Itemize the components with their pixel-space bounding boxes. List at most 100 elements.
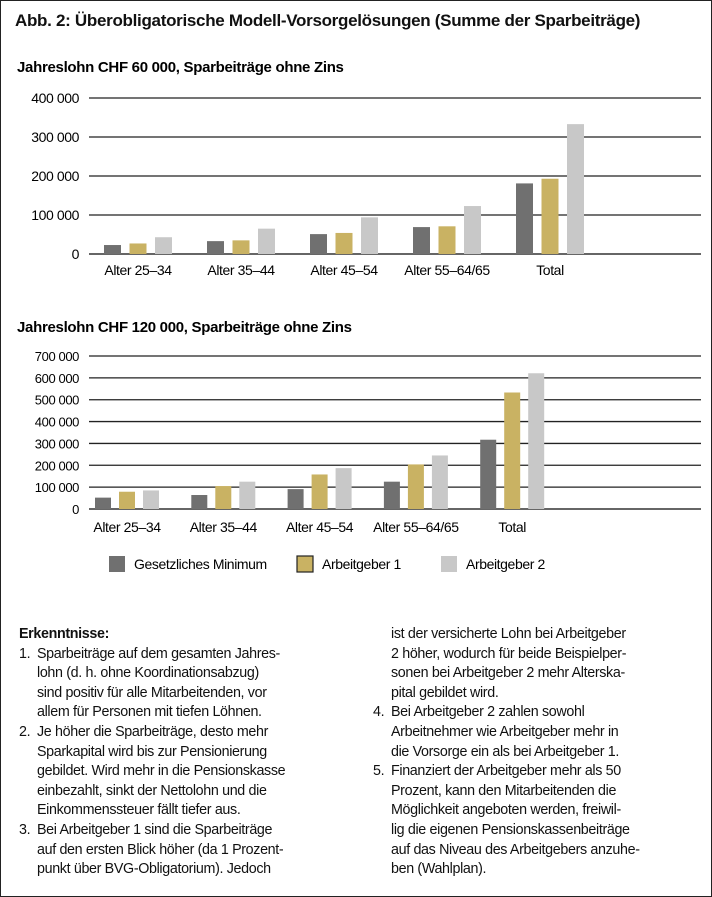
category-label: Total — [498, 519, 526, 535]
insight-item: 1. Sparbeiträge auf dem gesamten Jahres-l… — [19, 645, 369, 723]
bar-arbeitgeber-2 — [464, 206, 481, 254]
insight-line: auf das Niveau des Arbeitgebers anzuhe- — [391, 841, 640, 858]
insights-column-2: ist der versicherte Lohn bei Arbeitgeber… — [373, 625, 703, 880]
category-label: Alter 35–44 — [190, 519, 258, 535]
insight-item: 4. Bei Arbeitgeber 2 zahlen sowohl Arbeitn… — [373, 703, 703, 762]
bar-gesetzliches-minimum — [480, 439, 497, 509]
bar-arbeitgeber-2 — [361, 217, 378, 254]
bar-gesetzliches-minimum — [383, 481, 400, 509]
insight-item: 3. Bei Arbeitgeber 1 sind die Sparbeiträg… — [19, 821, 369, 880]
y-tick-label: 700 000 — [35, 349, 79, 364]
bar-arbeitgeber-1 — [335, 232, 353, 254]
legend-swatch — [109, 556, 125, 572]
insight-line: Je höher die Sparbeiträge, desto mehr — [37, 723, 269, 740]
insight-line: Prozent, kann den Mitarbeitenden die — [391, 782, 617, 799]
insight-number — [373, 625, 391, 703]
bar-arbeitgeber-2 — [155, 237, 172, 254]
legend-swatch — [296, 555, 314, 573]
category-label: Alter 25–34 — [93, 519, 161, 535]
chart-title: Jahreslohn CHF 120 000, Sparbeiträge ohn… — [17, 319, 352, 336]
insight-item: 5. Finanziert der Arbeitgeber mehr als 50… — [373, 762, 703, 880]
insight-number: 1. — [19, 645, 31, 662]
insight-line: sonen bei Arbeitgeber 2 mehr Alterska- — [391, 665, 625, 682]
legend-label: Arbeitgeber 2 — [466, 556, 545, 572]
bar-arbeitgeber-1 — [119, 491, 135, 509]
y-tick-label: 300 000 — [31, 129, 79, 145]
bar-arbeitgeber-1 — [311, 474, 328, 509]
figure-title: Abb. 2: Überobligatorische Modell-Vorsor… — [15, 11, 641, 30]
insight-line: die Vorsorge ein als bei Arbeitgeber 1. — [391, 743, 619, 760]
y-tick-label: 200 000 — [35, 458, 79, 473]
y-tick-label: 100 000 — [35, 480, 79, 495]
bar-arbeitgeber-1 — [438, 226, 456, 254]
category-label: Alter 25–34 — [104, 262, 172, 278]
insight-line: einbezahlt, sinkt der Nettolohn und die — [37, 782, 267, 799]
insight-line: ist der versicherte Lohn bei Arbeitgeber — [391, 626, 626, 642]
bar-arbeitgeber-1 — [215, 486, 232, 509]
insight-line: Sparkapital wird bis zur Pensionierung — [37, 743, 267, 760]
insight-number: 4. — [373, 704, 385, 721]
y-tick-label: 300 000 — [35, 436, 79, 451]
insight-line: ben (Wahlplan). — [391, 861, 487, 878]
insight-item: ist der versicherte Lohn bei Arbeitgeber… — [373, 625, 703, 703]
insight-line: gebildet. Wird mehr in die Pensionskasse — [37, 763, 286, 780]
bar-arbeitgeber-1 — [129, 243, 147, 254]
insight-number: 5. — [373, 763, 385, 780]
bar-gesetzliches-minimum — [207, 241, 224, 254]
y-tick-label: 200 000 — [31, 168, 79, 184]
y-tick-label: 400 000 — [31, 90, 79, 106]
insight-number: 3. — [19, 821, 31, 838]
category-label: Alter 55–64/65 — [373, 519, 459, 535]
bar-arbeitgeber-2 — [431, 455, 448, 509]
bar-arbeitgeber-1 — [504, 392, 521, 509]
bar-arbeitgeber-2 — [143, 490, 159, 509]
insight-item: 2. Je höher die Sparbeiträge, desto mehr S… — [19, 723, 369, 821]
category-label: Alter 55–64/65 — [404, 262, 490, 278]
bar-arbeitgeber-2 — [258, 228, 275, 254]
charts: Jahreslohn CHF 60 000, Sparbeiträge ohne… — [17, 59, 701, 573]
bar-arbeitgeber-2 — [567, 124, 584, 254]
y-tick-label: 100 000 — [31, 207, 79, 223]
insight-line: 2 höher, wodurch für beide Beispielper- — [391, 645, 627, 662]
bar-gesetzliches-minimum — [413, 227, 430, 254]
bar-gesetzliches-minimum — [95, 497, 111, 509]
category-label: Alter 35–44 — [207, 262, 275, 278]
insight-line: Arbeitnehmer wie Arbeitgeber mehr in — [391, 723, 619, 740]
bar-arbeitgeber-1 — [541, 178, 559, 254]
bar-gesetzliches-minimum — [191, 495, 208, 509]
legend-label: Arbeitgeber 1 — [322, 556, 401, 572]
insight-line: lohn (d. h. ohne Koordinationsabzug) — [37, 665, 259, 682]
insight-line: sind positiv für alle Mitarbeitenden, vo… — [37, 684, 267, 701]
legend-label: Gesetzliches Minimum — [134, 556, 267, 572]
insight-line: Möglichkeit angeboten werden, freiwil- — [391, 802, 621, 819]
insight-line: Einkommenssteuer fällt tiefer aus. — [37, 802, 241, 819]
insight-line: Sparbeiträge auf dem gesamten Jahres- — [37, 645, 280, 662]
y-tick-label: 0 — [72, 502, 79, 517]
bar-arbeitgeber-2 — [528, 373, 545, 509]
bar-arbeitgeber-2 — [335, 468, 352, 509]
insight-line: Finanziert der Arbeitgeber mehr als 50 — [391, 763, 621, 780]
bar-gesetzliches-minimum — [516, 183, 533, 254]
category-label: Total — [536, 262, 564, 278]
bar-gesetzliches-minimum — [287, 489, 304, 509]
y-tick-label: 600 000 — [35, 371, 79, 386]
insight-line: allem für Personen mit tiefen Löhnen. — [37, 704, 262, 721]
category-label: Alter 45–54 — [310, 262, 378, 278]
y-tick-label: 0 — [72, 246, 80, 262]
chart-2: Jahreslohn CHF 120 000, Sparbeiträge ohn… — [17, 319, 701, 573]
bar-gesetzliches-minimum — [104, 245, 121, 254]
chart-title: Jahreslohn CHF 60 000, Sparbeiträge ohne… — [17, 59, 344, 76]
insight-line: auf den ersten Blick höher (da 1 Prozent… — [37, 841, 284, 858]
insight-line: pital gebildet wird. — [391, 684, 499, 701]
insights-heading: Erkenntnisse: — [19, 626, 109, 642]
insights-column-1: Erkenntnisse: 1. Sparbeiträge auf dem ges… — [19, 625, 369, 880]
bar-arbeitgeber-2 — [239, 481, 256, 509]
bar-gesetzliches-minimum — [310, 234, 327, 254]
insight-line: lig die eigenen Pensionskassenbeiträge — [391, 821, 630, 838]
chart-1: Jahreslohn CHF 60 000, Sparbeiträge ohne… — [17, 59, 701, 278]
category-label: Alter 45–54 — [286, 519, 354, 535]
insight-line: Bei Arbeitgeber 2 zahlen sowohl — [391, 704, 585, 721]
legend: Gesetzliches Minimum Arbeitgeber 1 Arbeitg… — [109, 555, 546, 573]
insight-number: 2. — [19, 723, 31, 740]
